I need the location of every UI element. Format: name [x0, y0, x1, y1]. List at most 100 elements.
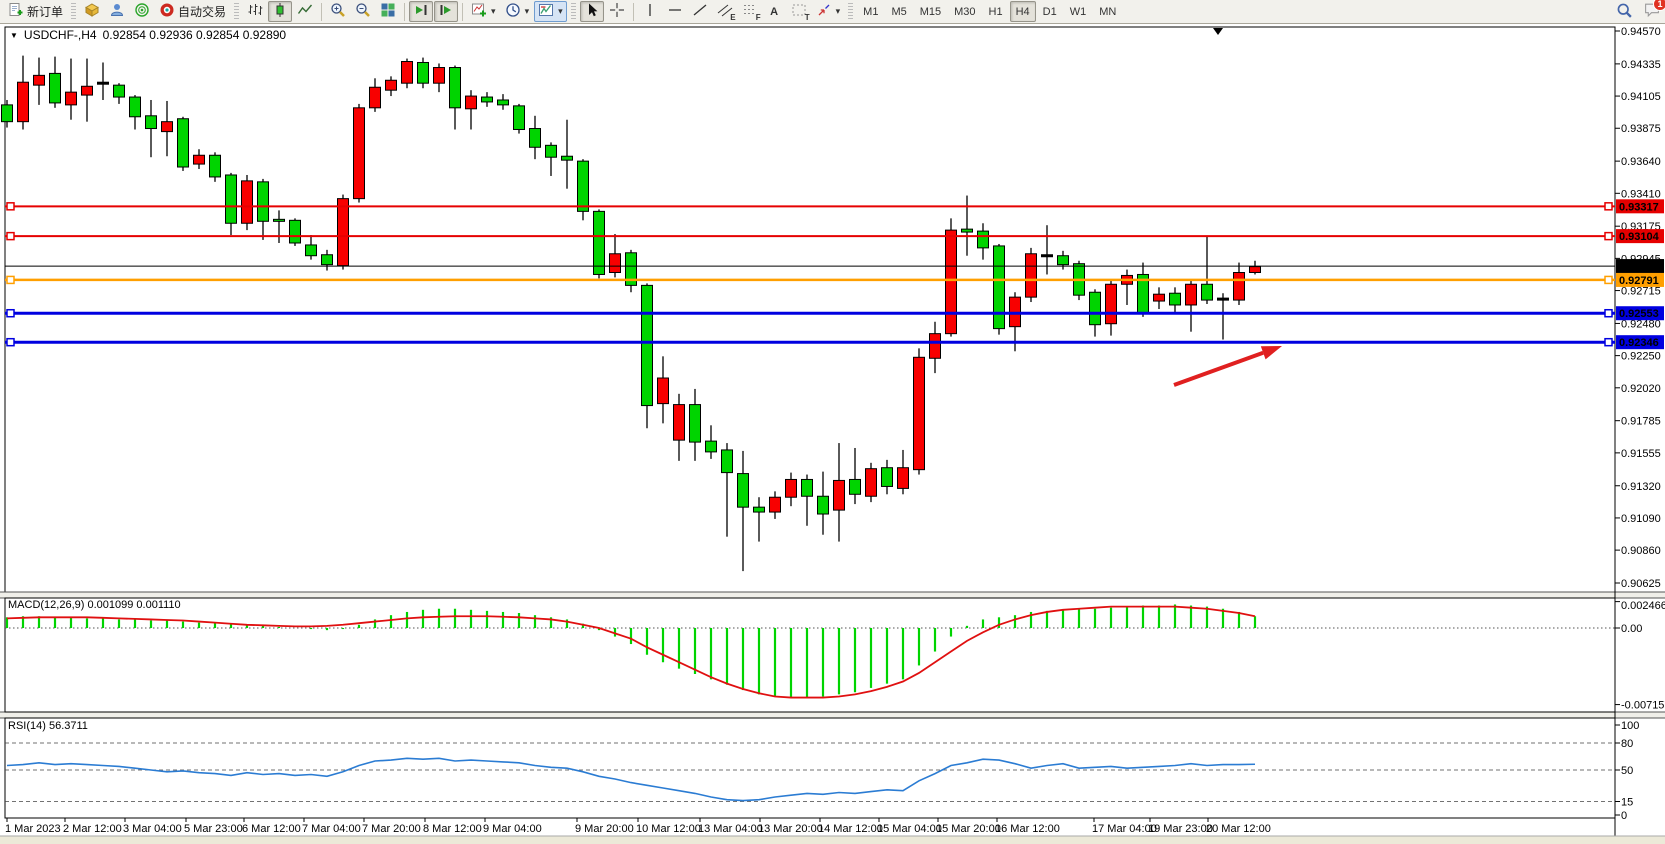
date-label: 15 Mar 04:00 [877, 823, 942, 835]
candle-body [449, 67, 461, 109]
fibonacci-button[interactable]: F [738, 1, 762, 22]
line-handle[interactable] [6, 231, 15, 241]
periods-button[interactable]: ▾ [501, 1, 534, 22]
indicators-button[interactable]: ▾ [467, 1, 500, 22]
timeframe-button-H1[interactable]: H1 [983, 1, 1009, 22]
candle-body [929, 333, 941, 359]
timeframe-button-MN[interactable]: MN [1093, 1, 1122, 22]
timeframe-button-M5[interactable]: M5 [885, 1, 912, 22]
toolbar-separator [462, 2, 464, 21]
candle-body [577, 160, 589, 212]
panel-separator[interactable] [0, 712, 1665, 718]
chart-canvas[interactable]: 0.94570 0.94335 0.94105 0.93875 0.93640 0.934… [0, 24, 1665, 844]
price-tag-label: 0.93317 [1619, 201, 1659, 213]
timeframe-button-H4[interactable]: H4 [1009, 1, 1036, 22]
candle-body [225, 174, 237, 224]
price-tick-label: 0.92480 [1621, 318, 1661, 330]
candle-body [481, 96, 493, 103]
candle-body [737, 473, 749, 508]
candle-body [113, 84, 125, 98]
timeframe-button-W1[interactable]: W1 [1064, 1, 1093, 22]
trend-arrow-head[interactable] [1260, 346, 1282, 360]
line-handle[interactable] [6, 275, 15, 285]
price-tick-label: 0.91785 [1621, 416, 1661, 428]
label-button[interactable]: T [787, 1, 811, 22]
line-chart-icon [297, 2, 313, 21]
line-handle[interactable] [1604, 308, 1613, 318]
line-handle[interactable] [6, 202, 15, 211]
price-tag-label: 0.93104 [1619, 231, 1660, 243]
auto-trading-label: 自动交易 [178, 5, 227, 19]
candle-body [289, 219, 301, 244]
fibonacci-letter: F [755, 13, 761, 22]
bar-chart-button[interactable] [243, 1, 267, 22]
shapes-button[interactable]: ▾ [812, 1, 845, 22]
market-scan-button[interactable] [130, 1, 154, 22]
line-chart-button[interactable] [293, 1, 317, 22]
search-icon [1616, 2, 1633, 22]
candle-body [1089, 291, 1101, 326]
candle-body [705, 440, 717, 453]
new-order-button[interactable]: 新订单 [4, 1, 67, 22]
chart-shift-button[interactable] [434, 1, 459, 22]
templates-button[interactable]: ▾ [534, 1, 567, 22]
candle-body [897, 467, 909, 489]
candle-body [657, 377, 669, 405]
trendline-button[interactable] [688, 1, 712, 22]
rsi-line [6, 757, 1256, 802]
auto-trading-icon [159, 2, 175, 21]
line-handle[interactable] [1604, 337, 1613, 347]
price-tick-label: 0.90860 [1621, 545, 1661, 557]
line-handle[interactable] [1604, 202, 1613, 211]
toolbar-separator [632, 2, 634, 21]
line-handle[interactable] [6, 308, 15, 318]
price-tick-label: 0.91555 [1621, 448, 1661, 460]
price-tick-label: 0.94570 [1621, 26, 1661, 38]
chat-button[interactable]: 1 [1643, 0, 1665, 23]
line-handle[interactable] [1604, 231, 1613, 241]
zoom-out-icon [355, 2, 371, 21]
symbol-dropdown-icon[interactable]: ▼ [10, 30, 18, 40]
price-tag-label: 0.92346 [1619, 337, 1659, 349]
horizontal-line-button[interactable] [663, 1, 687, 22]
candle-body [401, 61, 413, 84]
fibonacci-icon [742, 2, 758, 21]
date-label: 9 Mar 20:00 [575, 823, 634, 835]
macd-panel [4, 597, 1616, 713]
cursor-button[interactable] [579, 1, 604, 22]
text-button[interactable]: A [763, 1, 786, 22]
line-handle[interactable] [6, 337, 15, 347]
timeframe-button-M30[interactable]: M30 [948, 1, 981, 22]
panel-separator[interactable] [0, 592, 1665, 598]
tile-windows-button[interactable] [376, 1, 400, 22]
line-handle[interactable] [1604, 275, 1613, 285]
vertical-line-button[interactable] [638, 1, 662, 22]
price-tag-label: 0.92553 [1619, 308, 1659, 320]
candle-body [945, 229, 957, 335]
crosshair-button[interactable] [605, 1, 629, 22]
search-button[interactable] [1612, 1, 1637, 22]
candle-body [1233, 272, 1245, 301]
candle-body [913, 356, 925, 471]
timeframe-button-D1[interactable]: D1 [1037, 1, 1063, 22]
auto-trading-button[interactable]: 自动交易 [155, 1, 230, 22]
chart-properties-button[interactable] [80, 1, 104, 22]
date-label: 16 Mar 12:00 [995, 823, 1060, 835]
zoom-out-button[interactable] [351, 1, 375, 22]
candlestick-button[interactable] [268, 1, 293, 22]
profiles-button[interactable] [105, 1, 129, 22]
timeframe-button-M1[interactable]: M1 [857, 1, 884, 22]
toolbar: 新订单 自动交易 [0, 0, 1665, 24]
trend-arrow[interactable] [1173, 350, 1264, 387]
chart-shift-marker-icon[interactable] [1213, 28, 1223, 35]
candle-body [545, 144, 557, 158]
candle-body [241, 180, 253, 224]
timeframe-button-M15[interactable]: M15 [914, 1, 947, 22]
channel-button[interactable]: E [713, 1, 737, 22]
candle-body [49, 72, 61, 104]
price-tick-label: 0.92020 [1621, 383, 1661, 395]
auto-scroll-button[interactable] [409, 1, 434, 22]
zoom-in-button[interactable] [326, 1, 350, 22]
main-chart-panel[interactable] [4, 26, 1616, 593]
